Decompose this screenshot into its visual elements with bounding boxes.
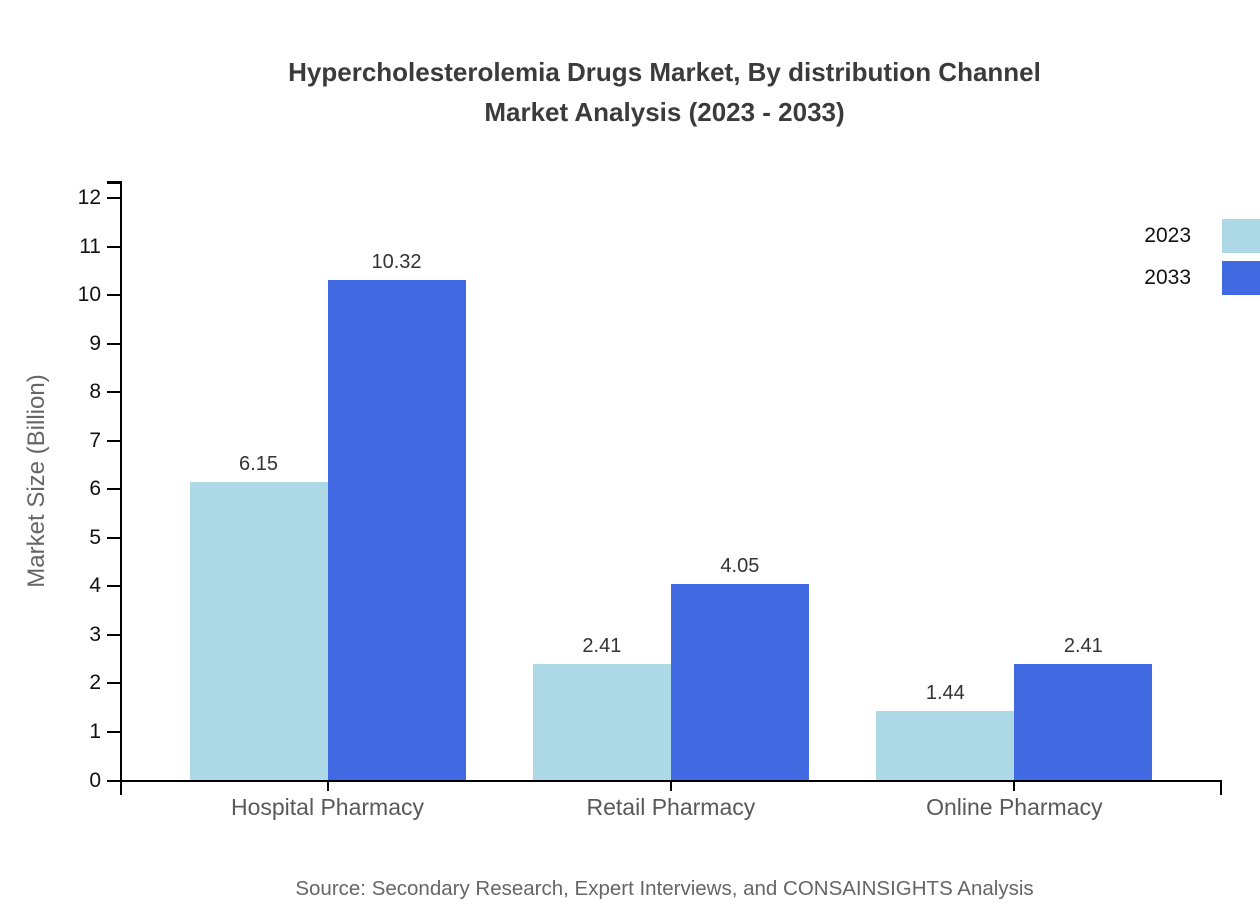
chart-title-line1: Hypercholesterolemia Drugs Market, By di… xyxy=(288,57,1041,87)
value-label: 6.15 xyxy=(239,453,278,476)
x-axis-line xyxy=(107,779,1222,782)
bar-2033-online-pharmacy xyxy=(1014,663,1153,781)
legend-swatch-2033 xyxy=(1222,261,1260,295)
y-tick xyxy=(107,682,121,685)
y-tick xyxy=(107,197,121,200)
y-tick xyxy=(107,294,121,297)
y-tick xyxy=(107,633,121,636)
y-tick xyxy=(107,730,121,733)
legend-item-2023: 2023 xyxy=(1144,219,1260,253)
y-tick-label: 3 xyxy=(89,622,101,646)
chart-title-line2: Market Analysis (2023 - 2033) xyxy=(484,97,845,127)
chart-title: Hypercholesterolemia Drugs Market, By di… xyxy=(107,52,1222,132)
bar-2023-retail-pharmacy xyxy=(532,663,671,781)
value-label: 4.05 xyxy=(720,554,760,577)
x-axis-right-cap xyxy=(1219,779,1222,795)
legend-label: 2023 xyxy=(1144,224,1191,247)
y-axis-line xyxy=(119,181,122,795)
y-tick-label: 9 xyxy=(89,331,101,355)
value-label: 2.41 xyxy=(582,634,622,657)
y-tick xyxy=(107,245,121,248)
y-axis-top-cap xyxy=(107,181,121,184)
value-label: 10.32 xyxy=(371,250,422,273)
y-tick-label: 10 xyxy=(77,283,101,307)
source-note: Source: Secondary Research, Expert Inter… xyxy=(295,877,1034,900)
y-tick-label: 8 xyxy=(89,380,101,404)
x-category-label-retail-pharmacy: Retail Pharmacy xyxy=(586,794,756,820)
y-tick xyxy=(107,391,121,394)
bar-2033-retail-pharmacy xyxy=(670,583,809,781)
x-tick xyxy=(326,782,329,791)
bar-2023-online-pharmacy xyxy=(876,710,1015,781)
y-tick xyxy=(107,488,121,491)
value-label: 2.41 xyxy=(1063,634,1103,657)
y-tick xyxy=(107,439,121,442)
y-tick xyxy=(107,536,121,539)
y-tick-label: 11 xyxy=(79,234,101,258)
y-tick-label: 5 xyxy=(89,525,101,549)
y-tick-label: 12 xyxy=(77,186,101,210)
y-tick xyxy=(107,585,121,588)
legend: 2023 2033 xyxy=(1144,219,1260,295)
bar-2023-hospital-pharmacy xyxy=(189,482,328,781)
x-tick xyxy=(669,782,672,791)
legend-swatch-2023 xyxy=(1222,219,1260,253)
y-tick xyxy=(107,342,121,345)
legend-item-2033: 2033 xyxy=(1144,261,1260,295)
y-tick-label: 7 xyxy=(89,428,101,452)
y-tick-label: 2 xyxy=(89,671,101,695)
y-tick-label: 1 xyxy=(89,719,101,743)
value-label: 1.44 xyxy=(925,681,965,704)
x-category-label-hospital-pharmacy: Hospital Pharmacy xyxy=(230,794,425,820)
x-tick xyxy=(1013,782,1016,791)
legend-label: 2033 xyxy=(1144,266,1191,289)
x-category-label-online-pharmacy: Online Pharmacy xyxy=(926,794,1103,820)
bar-2033-hospital-pharmacy xyxy=(327,279,466,781)
y-tick-label: 6 xyxy=(89,477,101,501)
y-tick-label: 4 xyxy=(89,574,101,598)
y-tick-label: 0 xyxy=(89,768,101,792)
y-tick xyxy=(107,779,121,782)
